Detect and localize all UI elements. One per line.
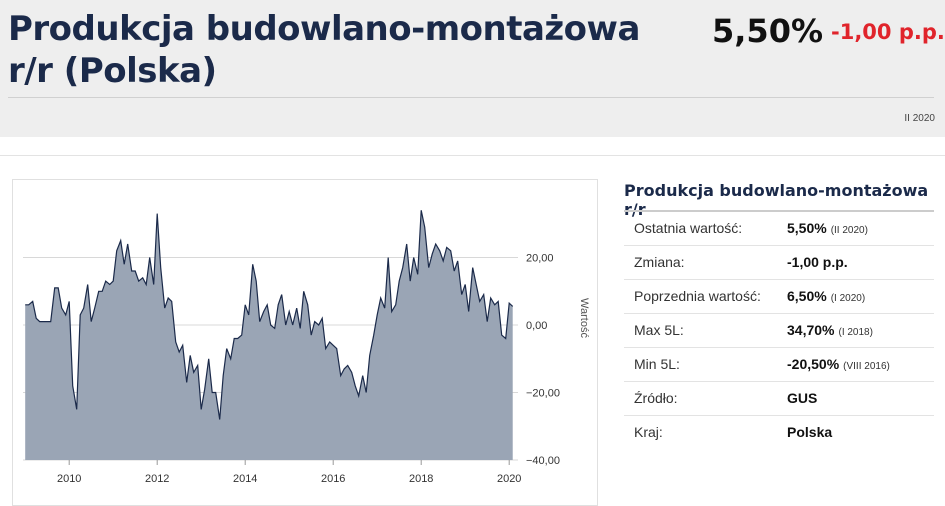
period-label: II 2020	[904, 113, 935, 124]
series-line	[25, 210, 514, 420]
stats-row: Poprzednia wartość: 6,50% (I 2020)	[624, 279, 934, 313]
stats-value-text: 34,70%	[787, 322, 835, 338]
stats-label: Min 5L:	[634, 356, 680, 372]
stats-row: Min 5L: -20,50% (VIII 2016)	[624, 347, 934, 381]
x-tick-label: 2020	[497, 473, 521, 485]
y-tick-label: −20,00	[526, 388, 560, 400]
stats-date: (II 2020)	[830, 225, 868, 236]
stats-value-text: 5,50%	[787, 220, 827, 236]
x-tick-label: 2012	[145, 473, 169, 485]
page-title: Produkcja budowlano-montażowa r/r (Polsk…	[8, 9, 640, 91]
y-tick-label: −40,00	[526, 455, 560, 467]
x-tick-label: 2016	[321, 473, 345, 485]
change-value: -1,00 p.p.	[831, 20, 945, 44]
stats-table: Ostatnia wartość: 5,50% (II 2020) Zmiana: -1…	[624, 210, 934, 449]
stats-value: Polska	[787, 424, 832, 440]
stats-value: 6,50% (I 2020)	[787, 288, 865, 304]
stats-title: Produkcja budowlano-montażowa r/r	[624, 181, 929, 219]
stats-label: Poprzednia wartość:	[634, 288, 761, 304]
stats-label: Max 5L:	[634, 322, 684, 338]
stats-row: Max 5L: 34,70% (I 2018)	[624, 313, 934, 347]
stats-value: 34,70% (I 2018)	[787, 322, 873, 338]
x-tick-label: 2018	[409, 473, 433, 485]
stats-label: Źródło:	[634, 390, 678, 406]
stats-value: 5,50% (II 2020)	[787, 220, 868, 236]
stats-date: (I 2018)	[838, 327, 873, 338]
stats-label: Zmiana:	[634, 254, 685, 270]
stats-value: GUS	[787, 390, 817, 406]
stats-value-text: Polska	[787, 424, 833, 440]
header-bar	[0, 0, 945, 137]
stats-value-text: 6,50%	[787, 288, 827, 304]
y-tick-label: 0,00	[526, 320, 547, 332]
stats-row: Kraj: Polska	[624, 415, 934, 449]
stats-date: (I 2020)	[830, 293, 866, 304]
stats-label: Ostatnia wartość:	[634, 220, 743, 236]
stats-value: -20,50% (VIII 2016)	[787, 356, 890, 372]
x-tick-label: 2014	[233, 473, 257, 485]
stats-value-text: GUS	[787, 390, 818, 406]
stats-row: Zmiana: -1,00 p.p.	[624, 245, 934, 279]
stats-row: Źródło: GUS	[624, 381, 934, 415]
stats-date: (VIII 2016)	[843, 361, 890, 372]
stats-value-text: -20,50%	[787, 356, 840, 372]
chart-container: 20,00 0,00 −20,00 −40,00 2010 2012 2014 2016 201…	[12, 179, 598, 506]
area-chart: 20,00 0,00 −20,00 −40,00 2010 2012 2014 2016 201…	[23, 210, 590, 485]
y-tick-label: 20,00	[526, 253, 554, 265]
latest-value: 5,50%	[712, 12, 824, 50]
stats-value-text: -1,00 p.p.	[787, 254, 848, 270]
stats-value: -1,00 p.p.	[787, 254, 848, 270]
stats-row: Ostatnia wartość: 5,50% (II 2020)	[624, 210, 934, 245]
header-divider	[8, 97, 934, 98]
series-area	[25, 210, 513, 460]
stats-label: Kraj:	[634, 424, 663, 440]
x-tick-label: 2010	[57, 473, 81, 485]
y-axis-label: Wartość	[578, 298, 590, 338]
